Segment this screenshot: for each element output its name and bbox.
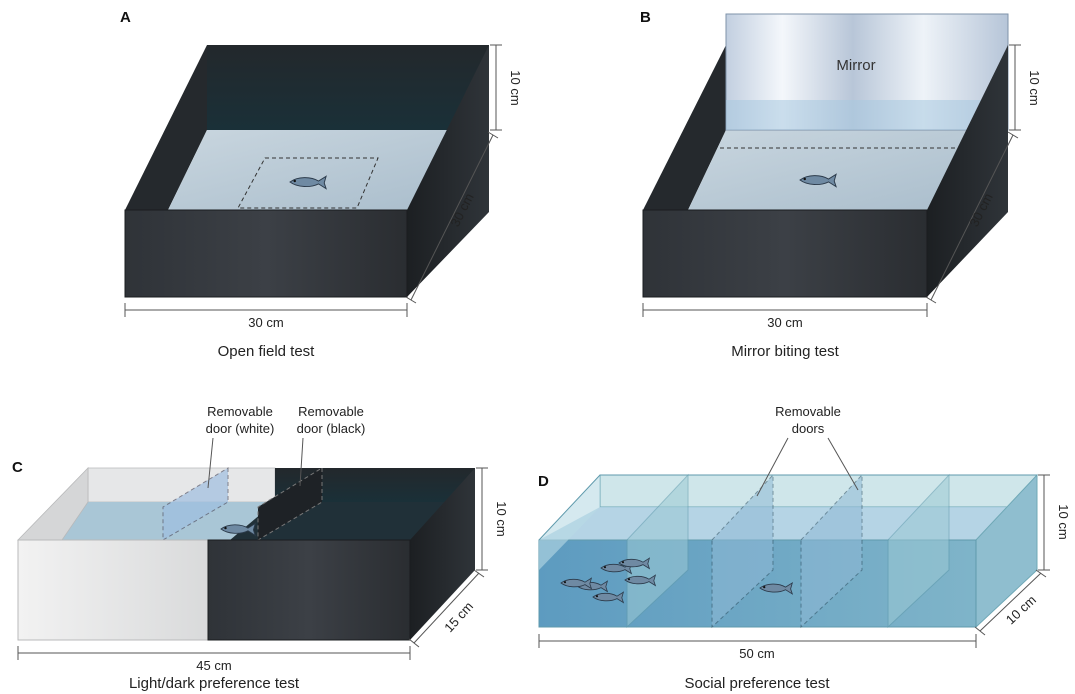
panel-c-width-label: 45 cm bbox=[196, 658, 231, 673]
panel-c: C Removable door (white) Removable door … bbox=[12, 404, 509, 692]
panel-b-height-label: 10 cm bbox=[1027, 70, 1042, 105]
panel-a-width-label: 30 cm bbox=[248, 315, 283, 330]
panel-a-letter: A bbox=[120, 9, 131, 26]
panel-c-depth-label: 15 cm bbox=[441, 599, 476, 635]
panel-c-caption: Light/dark preference test bbox=[129, 675, 300, 692]
door-black-label-line1: Removable bbox=[298, 404, 364, 419]
door-white-label-line1: Removable bbox=[207, 404, 273, 419]
door-white-label-line2: door (white) bbox=[206, 421, 275, 436]
panel-c-height-label: 10 cm bbox=[494, 501, 509, 536]
panel-d-caption: Social preference test bbox=[684, 675, 830, 692]
panel-d-height-label: 10 cm bbox=[1056, 504, 1071, 539]
panel-d-width-label: 50 cm bbox=[739, 646, 774, 661]
panel-d-letter: D bbox=[538, 473, 549, 490]
panel-d: D Removable doors 50 cm bbox=[538, 404, 1071, 692]
panel-a: A 30 cm 10 cm 30 cm Open field test bbox=[120, 9, 523, 360]
panel-b-letter: B bbox=[640, 9, 651, 26]
panel-b-caption: Mirror biting test bbox=[731, 343, 839, 360]
panel-a-caption: Open field test bbox=[218, 343, 316, 360]
mirror-label: Mirror bbox=[836, 57, 875, 74]
door-left bbox=[711, 473, 774, 629]
panel-c-letter: C bbox=[12, 459, 23, 476]
door-right bbox=[800, 473, 863, 629]
panel-b: B Mirror 30 cm 10 cm 30 cm Mirror biting… bbox=[640, 9, 1042, 360]
door-black-label-line2: door (black) bbox=[297, 421, 366, 436]
doors-label-line2: doors bbox=[792, 421, 825, 436]
panel-b-width-label: 30 cm bbox=[767, 315, 802, 330]
door-white bbox=[162, 467, 229, 541]
doors-label-line1: Removable bbox=[775, 404, 841, 419]
panel-a-height-label: 10 cm bbox=[508, 70, 523, 105]
